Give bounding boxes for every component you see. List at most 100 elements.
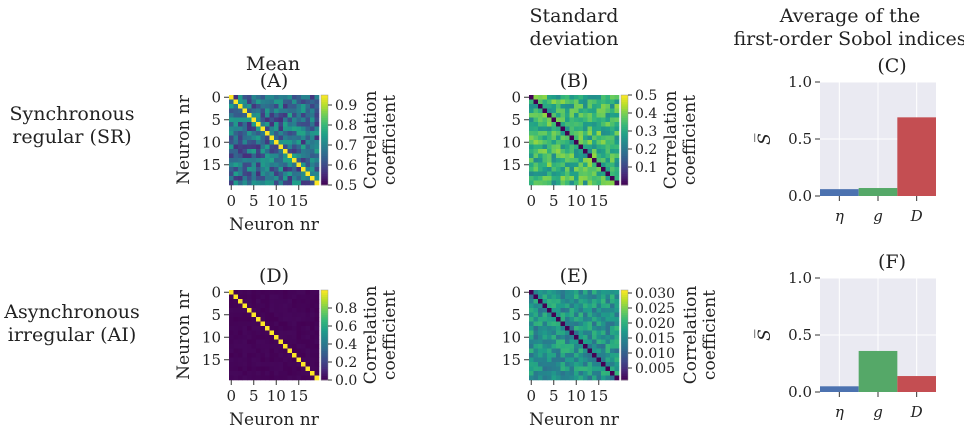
heatmap-cell [247, 153, 252, 159]
colorbar-frame [320, 289, 329, 381]
heatmap-cell [538, 317, 543, 322]
heatmap-cell [542, 321, 548, 327]
heatmap-cell [614, 357, 620, 363]
colorbar-segment [321, 131, 328, 134]
heatmap-cell [283, 117, 288, 123]
heatmap-cell [274, 321, 279, 327]
heatmap-cell [605, 366, 611, 372]
column-title-mean: Mean [246, 53, 300, 75]
heatmap-cell [310, 180, 315, 186]
heatmap-cell [542, 108, 548, 114]
heatmap-cell [601, 171, 606, 177]
heatmap-cell [583, 330, 588, 336]
heatmap-cell [283, 371, 288, 376]
colorbar-segment [621, 312, 628, 316]
heatmap-cell [560, 153, 566, 159]
heatmap-cell [242, 149, 248, 154]
colorbar-segment [321, 335, 328, 338]
heatmap-cell [314, 321, 320, 327]
colorbar-segment [621, 173, 628, 177]
heatmap-cell [560, 321, 566, 327]
heatmap-cell [565, 122, 570, 127]
heatmap-cell [587, 321, 593, 327]
heatmap-cell [538, 308, 543, 313]
colorbar-segment [321, 344, 328, 347]
heatmap-cell [251, 330, 257, 336]
heatmap-cell [601, 144, 606, 150]
colorbar-segment [321, 128, 328, 132]
heatmap-cell [614, 335, 620, 340]
heatmap-cell [301, 162, 306, 168]
heatmap-cell [533, 104, 539, 109]
heatmap-cell [538, 122, 543, 127]
heatmap-cell [301, 149, 306, 154]
heatmap-cell [238, 162, 243, 168]
heatmap-cell [229, 122, 234, 127]
heatmap-cell [592, 294, 597, 300]
heatmap-cell [533, 117, 539, 123]
heatmap-cell [569, 122, 575, 127]
heatmap-cell [283, 317, 288, 322]
heatmap-cell [274, 353, 279, 358]
heatmap-cell [533, 131, 539, 136]
heatmap-cell [538, 344, 543, 349]
heatmap-cell [301, 144, 306, 150]
heatmap-cell [614, 344, 620, 349]
heatmap-cell [583, 326, 588, 331]
heatmap-cell [274, 122, 279, 127]
heatmap-cell [605, 330, 611, 336]
heatmap-cell [256, 366, 261, 372]
heatmap-cell [274, 371, 279, 376]
heatmap-cell [569, 149, 575, 154]
heatmap-cell [556, 135, 561, 141]
heatmap-cell [583, 312, 588, 318]
heatmap-cell [583, 117, 588, 123]
heatmap-cell [278, 371, 284, 376]
heatmap-cell [578, 357, 584, 363]
heatmap-cell [574, 131, 579, 136]
heatmap-cell [256, 95, 261, 100]
heatmap-cell [592, 122, 597, 127]
heatmap-cell [592, 362, 597, 367]
heatmap-cell [265, 108, 270, 114]
heatmap-cell [242, 180, 248, 186]
heatmap-cell [301, 326, 306, 331]
heatmap-cell [233, 353, 239, 358]
heatmap-cell [269, 375, 275, 381]
heatmap-cell [533, 140, 539, 145]
heatmap-cell [592, 104, 597, 109]
heatmap-cell [305, 167, 311, 172]
colorbar-segment [621, 330, 628, 334]
heatmap-cell [614, 330, 620, 336]
heatmap-cell [560, 339, 566, 345]
heatmap-cell [587, 104, 593, 109]
heatmap-cell [542, 144, 548, 150]
heatmap-cell [242, 312, 248, 318]
heatmap-cell [274, 108, 279, 114]
heatmap-cell [538, 144, 543, 150]
heatmap-cell [260, 362, 266, 367]
panel-title-E: (E) [560, 265, 589, 287]
heatmap-cell [260, 95, 266, 100]
heatmap-cell [314, 317, 320, 322]
heatmap-cell [533, 167, 539, 172]
heatmap-cell [274, 104, 279, 109]
heatmap-cell [229, 321, 234, 327]
heatmap-cell [310, 353, 315, 358]
heatmap-cell [601, 126, 606, 132]
heatmap-cell [256, 348, 261, 354]
heatmap-cell [229, 131, 234, 136]
heatmap-cell [301, 171, 306, 177]
heatmap-cell [605, 176, 611, 181]
heatmap-cell [551, 312, 557, 318]
heatmap-cell [538, 108, 543, 114]
heatmap-cell [538, 312, 543, 318]
colorbar-segment [621, 355, 628, 358]
heatmap-cell [238, 149, 243, 154]
heatmap-cell [601, 335, 606, 340]
heatmap-cell [278, 357, 284, 363]
heatmap-cell [278, 321, 284, 327]
heatmap-cell [292, 348, 297, 354]
heatmap-cell [269, 135, 275, 141]
heatmap-cell [265, 348, 270, 354]
